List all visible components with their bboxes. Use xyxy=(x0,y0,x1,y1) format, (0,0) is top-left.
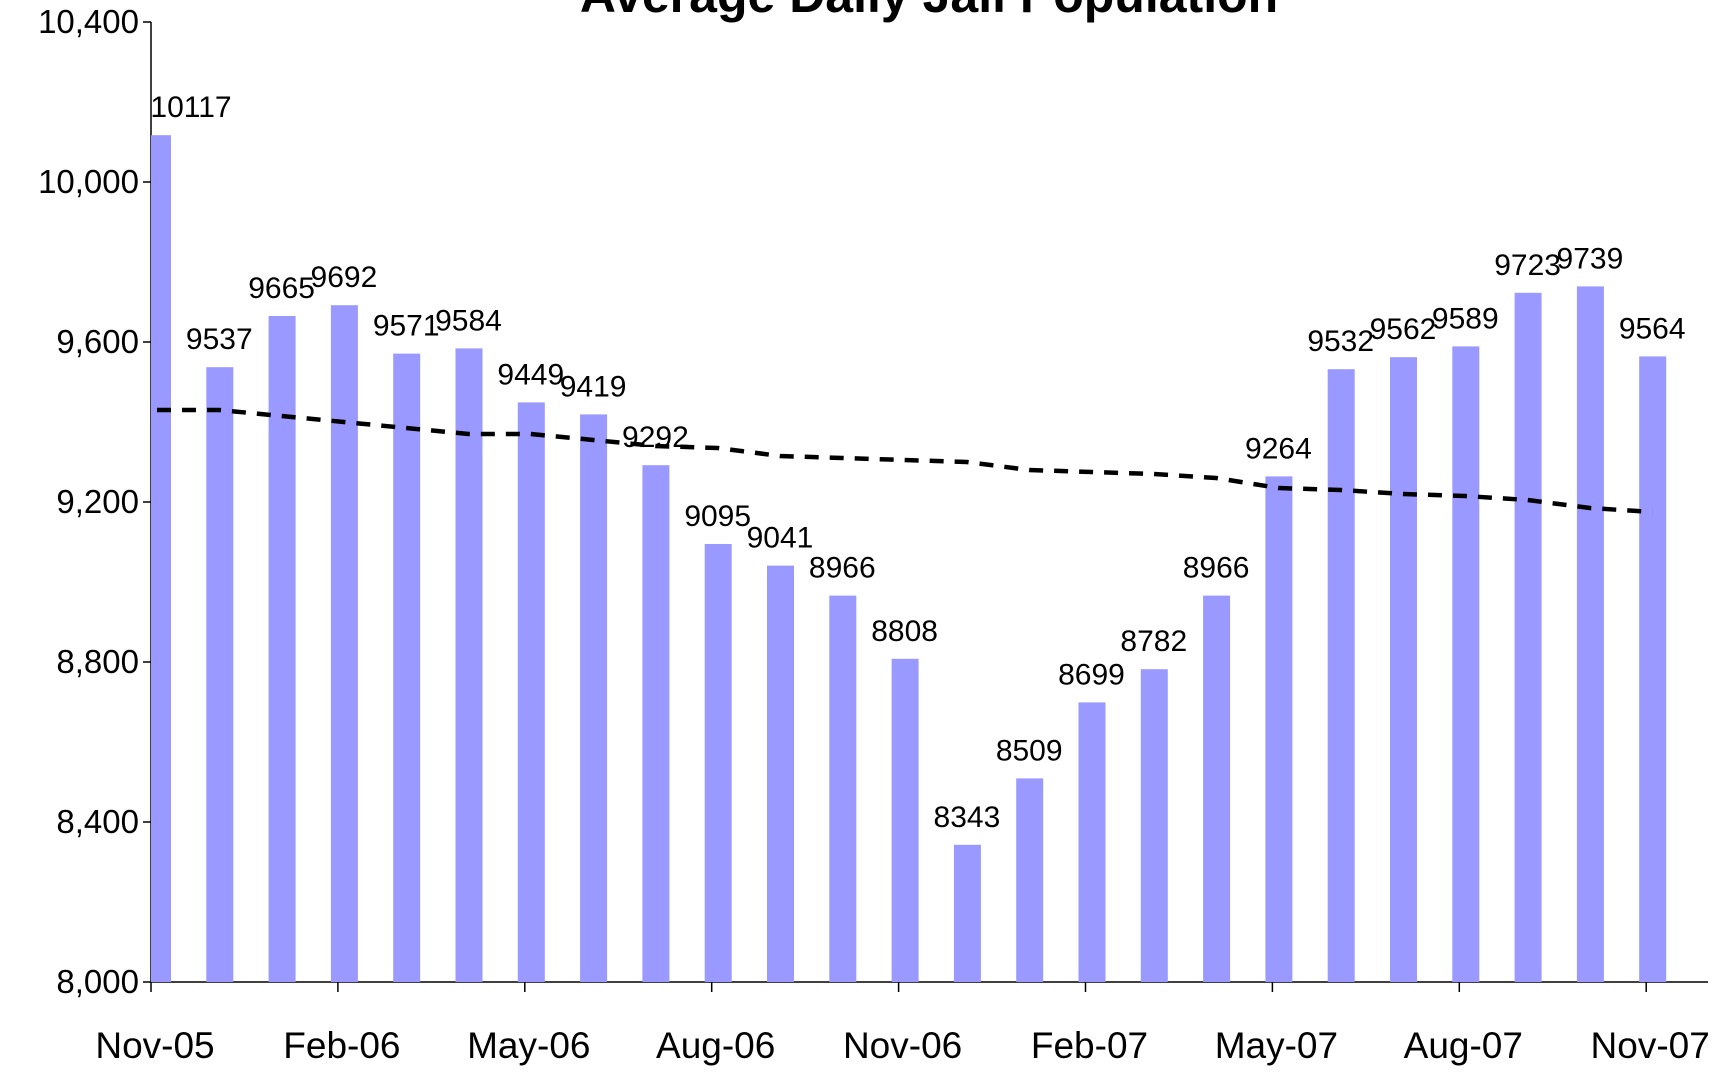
data-label: 9723 xyxy=(1494,249,1561,282)
data-label: 9665 xyxy=(248,272,315,305)
y-tick-label: 9,200 xyxy=(56,483,139,520)
data-label: 9562 xyxy=(1370,313,1437,346)
data-label: 9264 xyxy=(1245,432,1312,465)
y-tick-label: 10,000 xyxy=(38,163,139,200)
bar xyxy=(1203,595,1231,982)
data-label: 9532 xyxy=(1307,325,1374,358)
data-label: 9041 xyxy=(747,522,814,555)
bar xyxy=(1327,369,1355,982)
chart-title: Average Daily Jail Population xyxy=(580,0,1278,23)
data-label: 9564 xyxy=(1619,312,1686,345)
bar xyxy=(642,465,670,982)
bar xyxy=(1514,292,1542,982)
y-tick-label: 8,800 xyxy=(56,643,139,680)
trend-line xyxy=(157,407,1653,515)
x-tick-label: Nov-05 xyxy=(95,1025,214,1066)
bar xyxy=(953,844,981,982)
data-label: 9692 xyxy=(311,261,378,294)
bar xyxy=(455,348,483,982)
bar xyxy=(580,414,608,982)
data-label: 9537 xyxy=(186,323,253,356)
bar xyxy=(393,353,421,983)
data-label: 9584 xyxy=(435,304,502,337)
data-label: 8808 xyxy=(871,615,938,648)
bar xyxy=(1016,778,1044,982)
bar xyxy=(1265,476,1293,982)
bar xyxy=(1390,357,1417,982)
data-label: 9571 xyxy=(373,310,440,343)
bar xyxy=(517,402,545,982)
y-tick-label: 9,600 xyxy=(56,323,139,360)
data-label: 9292 xyxy=(622,421,689,454)
bar xyxy=(1140,669,1168,982)
data-label: 9449 xyxy=(497,358,564,391)
x-tick-label: Feb-06 xyxy=(283,1025,400,1066)
bar xyxy=(1452,346,1480,982)
y-tick-label: 8,400 xyxy=(56,803,139,840)
y-tick-label: 10,400 xyxy=(38,3,139,40)
data-label: 9095 xyxy=(684,500,751,533)
data-label: 10117 xyxy=(150,91,231,124)
x-tick-label: May-07 xyxy=(1215,1025,1338,1066)
bar xyxy=(891,658,919,982)
x-tick-label: Nov-06 xyxy=(843,1025,962,1066)
data-label: 8782 xyxy=(1120,625,1187,658)
bar xyxy=(330,305,358,982)
bar xyxy=(1639,356,1667,982)
data-label: 9739 xyxy=(1557,242,1624,275)
data-label: 8343 xyxy=(934,801,1001,834)
data-label: 8699 xyxy=(1058,658,1125,691)
x-tick-label: May-06 xyxy=(467,1025,590,1066)
x-tick-label: Aug-06 xyxy=(656,1025,775,1066)
bar xyxy=(829,595,857,982)
bar xyxy=(704,544,732,982)
bar xyxy=(1078,702,1106,982)
data-label: 9419 xyxy=(560,370,627,403)
data-label: 9589 xyxy=(1432,302,1499,335)
x-tick-label: Aug-07 xyxy=(1404,1025,1523,1066)
y-tick-label: 8,000 xyxy=(56,963,139,1000)
bar xyxy=(268,316,296,982)
bar xyxy=(1576,286,1604,982)
x-tick-label: Feb-07 xyxy=(1031,1025,1148,1066)
data-label: 8966 xyxy=(809,552,876,585)
bar xyxy=(151,135,171,982)
data-label: 8966 xyxy=(1183,552,1250,585)
bar xyxy=(206,367,234,982)
bar xyxy=(767,565,794,982)
x-tick-label: Nov-07 xyxy=(1591,1025,1710,1066)
data-label: 8509 xyxy=(996,734,1063,767)
